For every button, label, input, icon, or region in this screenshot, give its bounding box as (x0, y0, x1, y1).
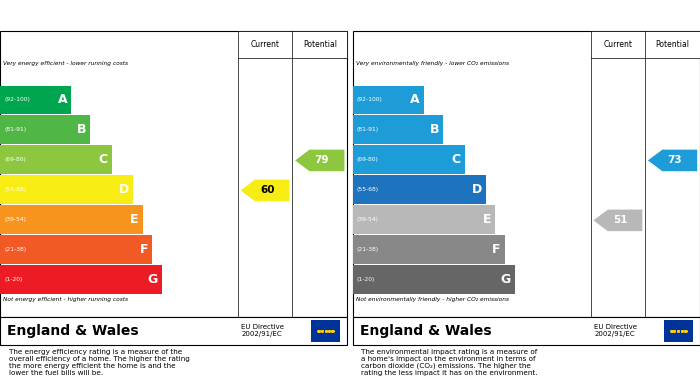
Text: Current: Current (251, 40, 279, 49)
Text: Environmental Impact (CO₂) Rating: Environmental Impact (CO₂) Rating (358, 11, 563, 21)
Text: (55-68): (55-68) (357, 187, 379, 192)
Text: F: F (139, 243, 148, 256)
Bar (353, 205, 496, 234)
Text: 79: 79 (315, 156, 329, 165)
Text: (92-100): (92-100) (4, 97, 30, 102)
Bar (353, 86, 424, 114)
Text: (81-91): (81-91) (4, 127, 27, 133)
Text: D: D (472, 183, 482, 196)
Text: B: B (430, 124, 439, 136)
Text: (69-80): (69-80) (4, 157, 26, 162)
Bar (0, 265, 162, 294)
Text: A: A (57, 93, 67, 106)
Bar (0, 205, 143, 234)
Text: (81-91): (81-91) (357, 127, 379, 133)
Text: C: C (452, 153, 461, 166)
Text: G: G (147, 273, 158, 286)
Text: The energy efficiency rating is a measure of the
overall efficiency of a home. T: The energy efficiency rating is a measur… (8, 348, 190, 375)
Polygon shape (241, 179, 290, 201)
Text: Potential: Potential (303, 40, 337, 49)
Bar (0, 235, 152, 264)
Text: (69-80): (69-80) (357, 157, 379, 162)
Bar (0, 115, 90, 144)
Text: 73: 73 (667, 156, 682, 165)
Bar (353, 235, 505, 264)
Bar (353, 176, 486, 204)
Bar (353, 145, 465, 174)
Text: A: A (410, 93, 420, 106)
Text: Not environmentally friendly - higher CO₂ emissions: Not environmentally friendly - higher CO… (356, 297, 510, 302)
Text: EU Directive
2002/91/EC: EU Directive 2002/91/EC (594, 324, 637, 337)
Bar (353, 115, 443, 144)
Text: Energy Efficiency Rating: Energy Efficiency Rating (5, 11, 148, 21)
Text: Not energy efficient - higher running costs: Not energy efficient - higher running co… (4, 297, 129, 302)
Text: Potential: Potential (656, 40, 690, 49)
Text: 60: 60 (260, 185, 274, 196)
Text: E: E (483, 213, 491, 226)
Text: England & Wales: England & Wales (7, 324, 139, 338)
Bar (664, 319, 693, 342)
Text: (39-54): (39-54) (357, 217, 379, 222)
Text: (1-20): (1-20) (357, 277, 375, 282)
Bar (0, 176, 133, 204)
Text: Very energy efficient - lower running costs: Very energy efficient - lower running co… (4, 61, 129, 66)
Text: F: F (492, 243, 500, 256)
Text: (21-38): (21-38) (4, 247, 27, 252)
Bar (0, 86, 71, 114)
Text: (92-100): (92-100) (357, 97, 383, 102)
Text: 51: 51 (612, 215, 627, 225)
Text: B: B (77, 124, 86, 136)
Bar (353, 265, 514, 294)
Text: Current: Current (603, 40, 632, 49)
Text: (21-38): (21-38) (357, 247, 379, 252)
Bar (0, 145, 112, 174)
Text: England & Wales: England & Wales (360, 324, 491, 338)
Text: The environmental impact rating is a measure of
a home's impact on the environme: The environmental impact rating is a mea… (361, 348, 538, 376)
Polygon shape (594, 210, 643, 231)
Text: (39-54): (39-54) (4, 217, 26, 222)
Bar (238, 31, 347, 58)
Text: (55-68): (55-68) (4, 187, 27, 192)
Polygon shape (295, 150, 344, 171)
Text: Very environmentally friendly - lower CO₂ emissions: Very environmentally friendly - lower CO… (356, 61, 510, 66)
Bar (591, 31, 700, 58)
Text: EU Directive
2002/91/EC: EU Directive 2002/91/EC (241, 324, 284, 337)
Text: G: G (500, 273, 510, 286)
Text: C: C (99, 153, 108, 166)
Polygon shape (648, 150, 697, 171)
Text: E: E (130, 213, 139, 226)
Text: (1-20): (1-20) (4, 277, 22, 282)
Text: D: D (119, 183, 129, 196)
Bar (311, 319, 340, 342)
